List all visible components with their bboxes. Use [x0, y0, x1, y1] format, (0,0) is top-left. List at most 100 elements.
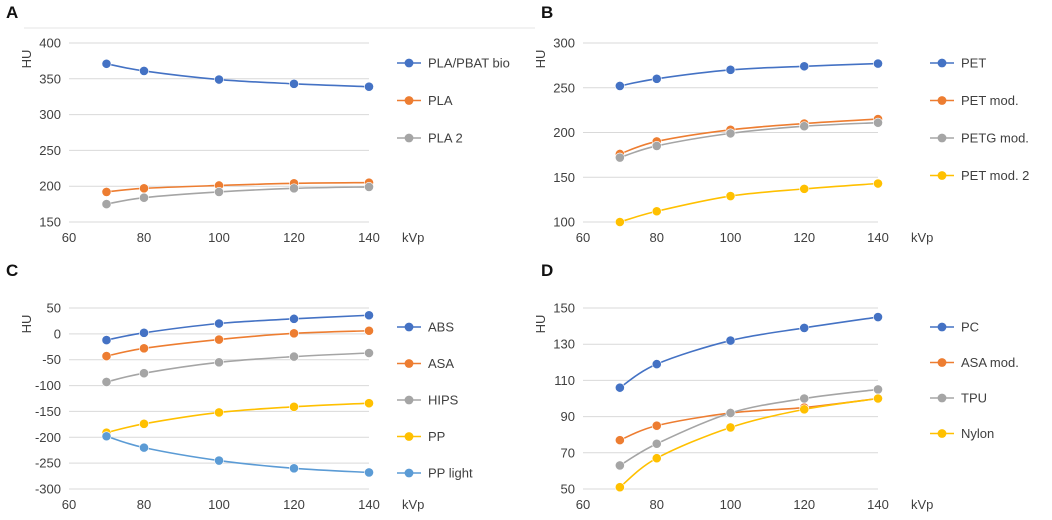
y-axis-label: HU	[533, 50, 548, 69]
y-tick-label: 130	[553, 337, 575, 352]
data-point	[614, 217, 625, 227]
x-tick-label: 100	[208, 497, 230, 512]
legend-label: PP light	[428, 466, 473, 481]
data-point	[614, 460, 625, 471]
y-axis-label: HU	[533, 315, 548, 334]
data-point	[214, 318, 224, 329]
data-point	[289, 313, 299, 324]
x-tick-label: 60	[62, 230, 76, 245]
y-tick-label: -150	[35, 404, 61, 419]
y-tick-label: 100	[553, 215, 575, 230]
y-tick-label: 400	[39, 36, 61, 51]
y-tick-label: 350	[39, 71, 61, 86]
legend-marker	[404, 322, 414, 332]
data-point	[651, 359, 662, 370]
data-point	[364, 182, 374, 192]
panel-d: D 50 70 90 110 130 150 60 80 100 120 140 kVp HU PC ASA …	[533, 261, 1019, 512]
data-point	[101, 335, 112, 345]
y-tick-label: 300	[39, 107, 61, 122]
data-point	[614, 435, 625, 446]
x-tick-label: 140	[358, 497, 380, 512]
x-tick-label: 120	[283, 497, 305, 512]
x-tick-label: 80	[137, 230, 151, 245]
y-tick-label: 110	[554, 373, 575, 388]
data-point	[214, 74, 224, 85]
legend-marker	[937, 322, 947, 332]
data-point	[614, 482, 625, 493]
x-tick-label: 100	[208, 230, 230, 245]
legend-marker	[937, 358, 947, 367]
data-point	[799, 404, 810, 415]
legend-item: PLA 2	[397, 131, 463, 146]
series-pp-light	[101, 431, 374, 478]
legend-marker	[937, 58, 947, 68]
y-tick-label: -300	[35, 482, 61, 497]
y-tick-label: 90	[561, 409, 575, 424]
legend-label: PLA	[428, 93, 453, 108]
series-nylon	[614, 393, 883, 493]
data-point	[725, 128, 736, 139]
y-tick-label: 70	[561, 445, 575, 460]
data-point	[139, 343, 149, 354]
x-tick-label: 100	[720, 230, 742, 245]
legend-label: PC	[961, 320, 979, 335]
series-pet	[614, 58, 883, 91]
data-point	[614, 382, 625, 393]
x-tick-label: 140	[867, 230, 889, 245]
series-abs	[101, 310, 374, 345]
x-tick-label: 80	[137, 497, 151, 512]
data-point	[873, 58, 883, 69]
x-tick-label: 100	[720, 497, 742, 512]
series-pc	[614, 312, 883, 393]
data-point	[651, 73, 662, 84]
y-tick-label: 50	[561, 482, 575, 497]
series-asa-mod-	[614, 393, 883, 446]
data-point	[139, 418, 149, 429]
y-tick-label: -100	[35, 378, 61, 393]
data-point	[289, 183, 299, 194]
data-point	[799, 61, 810, 72]
x-tick-label: 80	[650, 230, 664, 245]
series-pla-pbat-bio	[101, 58, 374, 92]
data-point	[799, 121, 810, 132]
series-line	[106, 435, 370, 474]
data-point	[799, 183, 810, 194]
legend-label: PET	[961, 56, 986, 71]
x-tick-label: 60	[576, 497, 590, 512]
data-point	[725, 335, 736, 346]
legend-marker	[937, 429, 947, 438]
data-point	[651, 141, 662, 151]
data-point	[364, 467, 374, 478]
legend-marker	[404, 395, 414, 405]
data-point	[139, 192, 149, 203]
data-point	[651, 453, 662, 464]
data-point	[101, 199, 112, 209]
series-line	[619, 182, 879, 223]
series-asa	[101, 325, 374, 361]
data-point	[614, 152, 625, 163]
legend-label: PLA 2	[428, 131, 463, 146]
legend-item: TPU	[930, 391, 987, 406]
data-point	[364, 348, 374, 358]
data-point	[799, 323, 810, 333]
data-point	[101, 187, 112, 197]
legend-marker	[937, 393, 947, 403]
y-tick-label: 50	[47, 301, 61, 316]
legend-marker	[937, 96, 947, 105]
x-tick-label: 120	[793, 230, 815, 245]
y-tick-label: 200	[553, 125, 575, 140]
data-point	[799, 393, 810, 404]
legend-marker	[937, 171, 947, 180]
data-point	[101, 351, 112, 361]
legend-marker	[404, 468, 414, 478]
legend-item: PET	[930, 56, 986, 71]
y-axis-label: HU	[19, 50, 34, 69]
x-tick-label: 140	[358, 230, 380, 245]
y-tick-label: 0	[54, 326, 61, 341]
legend-marker	[404, 359, 414, 368]
x-tick-label: 120	[793, 497, 815, 512]
data-point	[214, 455, 224, 466]
data-point	[364, 325, 374, 336]
legend-label: HIPS	[428, 393, 459, 408]
